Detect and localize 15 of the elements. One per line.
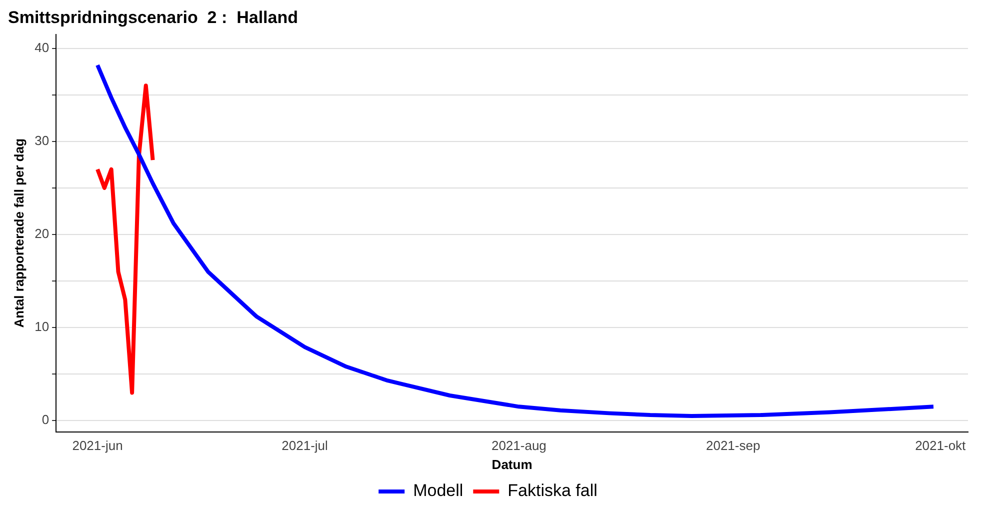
y-tick-label: 20	[34, 226, 50, 242]
x-tick-label: 2021-sep	[706, 438, 760, 454]
chart-title: Smittspridningscenario 2 : Halland	[8, 8, 298, 27]
legend-label: Modell	[413, 481, 464, 500]
y-tick-label: 30	[34, 133, 50, 148]
y-axis-title: Antal rapporterade fall per dag	[11, 138, 26, 328]
y-tick-label: 40	[34, 40, 50, 55]
x-axis-title: Datum	[492, 456, 532, 472]
legend-label: Faktiska fall	[508, 481, 598, 500]
x-tick-label: 2021-jun	[72, 438, 123, 454]
y-tick-label: 10	[34, 319, 50, 334]
x-tick-label: 2021-jul	[282, 438, 328, 454]
x-tick-label: 2021-aug	[491, 438, 546, 454]
x-tick-label: 2021-okt	[915, 438, 966, 454]
y-tick-label: 0	[42, 412, 50, 428]
